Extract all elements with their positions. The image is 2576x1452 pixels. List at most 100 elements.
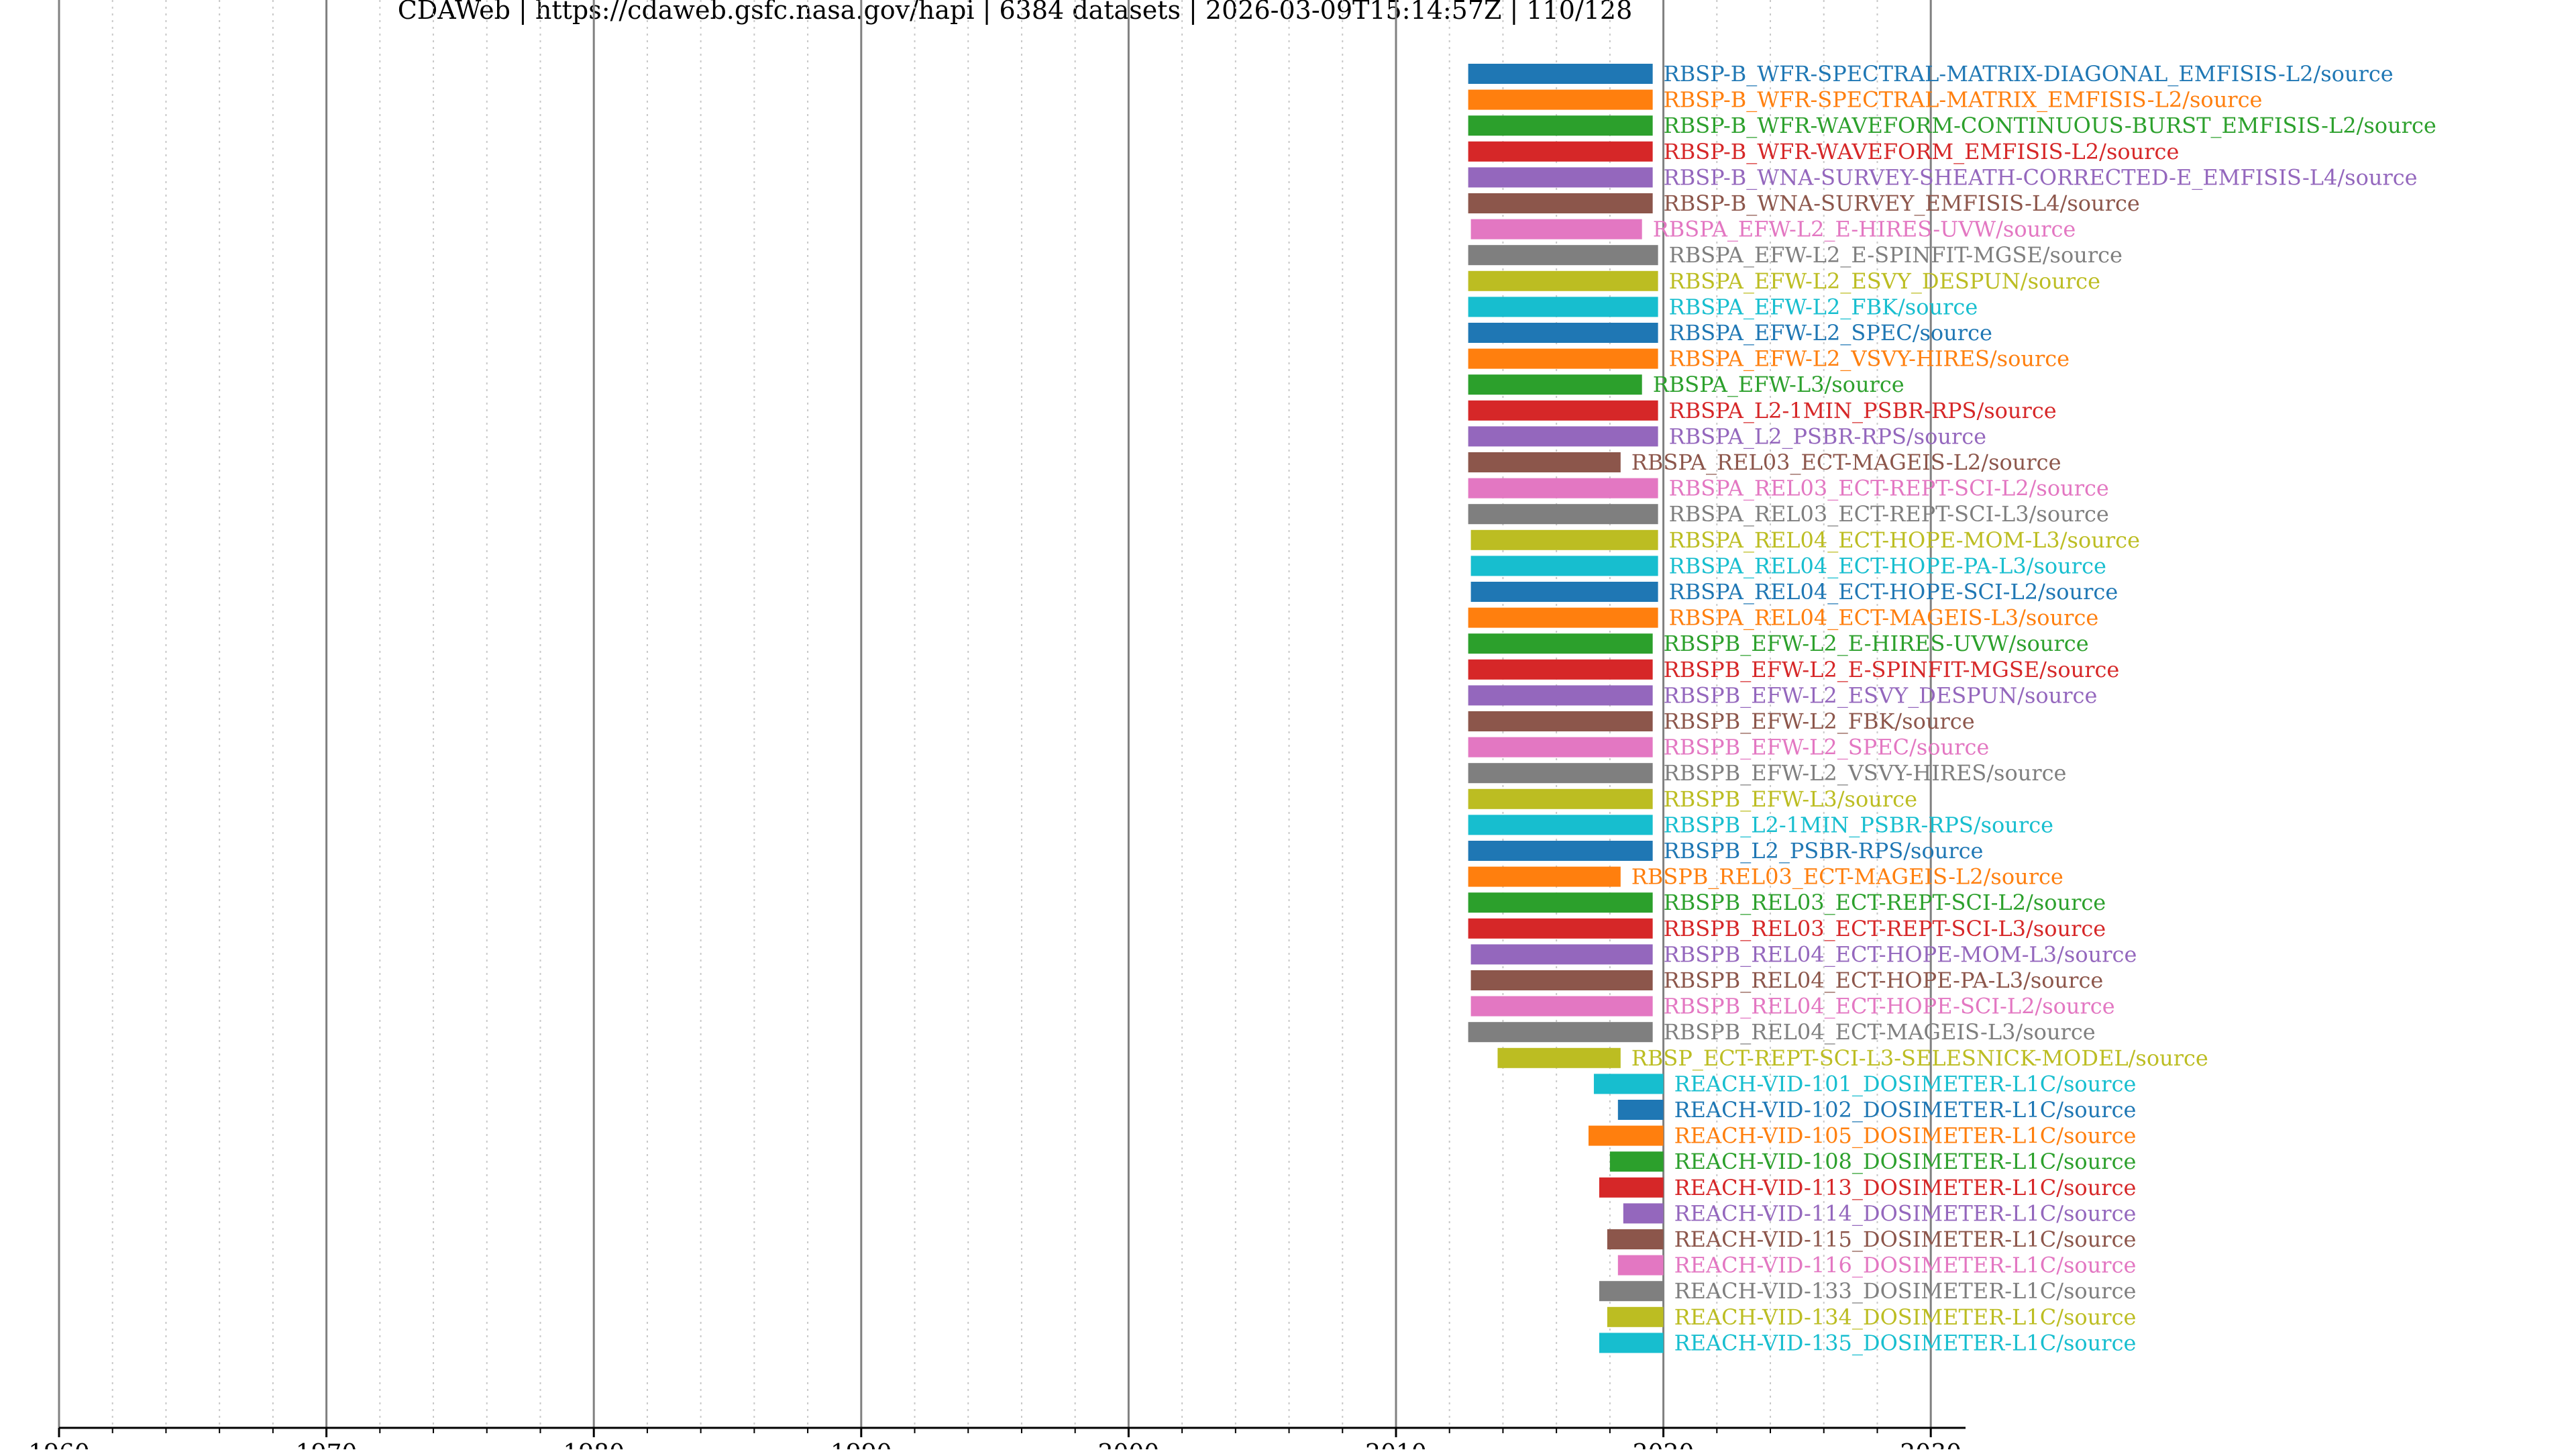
timeline-bar: [1470, 582, 1658, 602]
timeline-bar: [1468, 737, 1653, 758]
dataset-label[interactable]: REACH-VID-114_DOSIMETER-L1C/source: [1674, 1200, 2137, 1226]
timeline-bar: [1468, 633, 1653, 654]
dataset-label[interactable]: RBSPA_EFW-L2_SPEC/source: [1669, 320, 1992, 346]
timeline-bar: [1607, 1306, 1664, 1327]
timeline-bar: [1468, 193, 1653, 213]
dataset-label[interactable]: RBSP_ECT-REPT-SCI-L3-SELESNICK-MODEL/sou…: [1631, 1045, 2208, 1071]
dataset-label[interactable]: REACH-VID-116_DOSIMETER-L1C/source: [1674, 1253, 2137, 1278]
dataset-label[interactable]: RBSPB_REL03_ECT-REPT-SCI-L3/source: [1664, 916, 2106, 941]
dataset-label[interactable]: RBSPA_L2_PSBR-RPS/source: [1669, 423, 1987, 449]
timeline-bar: [1617, 1255, 1664, 1276]
x-tick-label: 1990: [830, 1440, 892, 1449]
dataset-label[interactable]: REACH-VID-133_DOSIMETER-L1C/source: [1674, 1278, 2137, 1304]
timeline-bar: [1468, 115, 1653, 136]
timeline-bar: [1470, 529, 1658, 550]
dataset-label[interactable]: RBSPB_REL04_ECT-HOPE-MOM-L3/source: [1664, 941, 2137, 967]
x-tick-label: 2020: [1633, 1440, 1695, 1449]
dataset-label[interactable]: REACH-VID-135_DOSIMETER-L1C/source: [1674, 1330, 2137, 1355]
dataset-label[interactable]: RBSPA_REL04_ECT-MAGEIS-L3/source: [1669, 605, 2099, 631]
timeline-bar: [1468, 141, 1653, 162]
timeline-bar: [1468, 64, 1653, 84]
timeline-bar: [1468, 841, 1653, 861]
x-tick-label: 2030: [1900, 1440, 1962, 1449]
timeline-bar: [1468, 504, 1658, 525]
dataset-label[interactable]: RBSPB_EFW-L2_E-SPINFIT-MGSE/source: [1664, 657, 2120, 682]
timeline-bar: [1470, 219, 1642, 240]
timeline-bar: [1599, 1333, 1664, 1353]
dataset-label[interactable]: RBSPA_L2-1MIN_PSBR-RPS/source: [1669, 398, 2057, 423]
grid-layer: [58, 0, 1932, 1428]
dataset-label[interactable]: RBSPB_REL04_ECT-MAGEIS-L3/source: [1664, 1019, 2096, 1045]
dataset-label[interactable]: RBSPA_REL03_ECT-MAGEIS-L2/source: [1631, 450, 2061, 475]
timeline-bar: [1468, 400, 1658, 421]
dataset-label[interactable]: RBSP-B_WFR-WAVEFORM_EMFISIS-L2/source: [1664, 139, 2180, 164]
dataset-label[interactable]: REACH-VID-115_DOSIMETER-L1C/source: [1674, 1227, 2137, 1252]
dataset-label[interactable]: REACH-VID-105_DOSIMETER-L1C/source: [1674, 1123, 2137, 1149]
timeline-bar: [1617, 1100, 1664, 1120]
x-axis: 1960 1970 1980 1990 2000 2010 2020 2030: [28, 1427, 1966, 1452]
timeline-bar: [1470, 996, 1653, 1017]
timeline-bar: [1468, 374, 1642, 395]
timeline-bar: [1468, 659, 1653, 680]
dataset-label[interactable]: RBSPA_REL03_ECT-REPT-SCI-L2/source: [1669, 476, 2109, 501]
timeline-bar: [1468, 892, 1653, 913]
timeline-bar: [1609, 1151, 1664, 1172]
dataset-label[interactable]: RBSPB_REL04_ECT-HOPE-SCI-L2/source: [1664, 994, 2115, 1019]
timeline-bar: [1468, 866, 1621, 887]
dataset-label[interactable]: RBSPB_EFW-L2_VSVY-HIRES/source: [1664, 760, 2067, 786]
dataset-label[interactable]: REACH-VID-113_DOSIMETER-L1C/source: [1674, 1175, 2137, 1200]
dataset-label[interactable]: RBSP-B_WNA-SURVEY_EMFISIS-L4/source: [1664, 191, 2140, 216]
dataset-label[interactable]: RBSPB_REL03_ECT-MAGEIS-L2/source: [1631, 864, 2063, 890]
timeline-bar: [1593, 1074, 1664, 1094]
dataset-label[interactable]: RBSPB_EFW-L2_FBK/source: [1664, 709, 1975, 734]
dataset-label[interactable]: RBSPB_EFW-L2_SPEC/source: [1664, 735, 1990, 760]
timeline-bar: [1623, 1203, 1664, 1224]
timeline-bar: [1468, 788, 1653, 809]
dataset-label[interactable]: RBSPB_EFW-L2_ESVY_DESPUN/source: [1664, 682, 2098, 708]
dataset-label[interactable]: REACH-VID-108_DOSIMETER-L1C/source: [1674, 1149, 2137, 1174]
timeline-bar: [1468, 89, 1653, 110]
timeline-bar: [1468, 348, 1658, 369]
timeline-bar: [1468, 815, 1653, 835]
dataset-label[interactable]: RBSPB_L2-1MIN_PSBR-RPS/source: [1664, 812, 2053, 837]
x-tick-label: 1960: [28, 1440, 90, 1449]
dataset-label[interactable]: RBSPB_EFW-L2_E-HIRES-UVW/source: [1664, 631, 2089, 656]
timeline-bar: [1599, 1177, 1664, 1198]
dataset-label[interactable]: RBSPA_EFW-L2_E-SPINFIT-MGSE/source: [1669, 242, 2123, 268]
dataset-label[interactable]: RBSPA_REL03_ECT-REPT-SCI-L3/source: [1669, 501, 2109, 527]
dataset-label[interactable]: RBSPA_EFW-L2_FBK/source: [1669, 294, 1978, 319]
dataset-label[interactable]: RBSPB_REL04_ECT-HOPE-PA-L3/source: [1664, 968, 2104, 993]
dataset-label[interactable]: REACH-VID-102_DOSIMETER-L1C/source: [1674, 1097, 2137, 1123]
timeline-bar: [1497, 1047, 1621, 1068]
timeline-bar: [1468, 711, 1653, 731]
dataset-label[interactable]: RBSPA_REL04_ECT-HOPE-PA-L3/source: [1669, 553, 2106, 578]
dataset-label[interactable]: RBSPA_EFW-L2_VSVY-HIRES/source: [1669, 346, 2070, 372]
timeline-bar: [1470, 944, 1653, 965]
timeline-bar: [1468, 918, 1653, 939]
dataset-label[interactable]: RBSPB_L2_PSBR-RPS/source: [1664, 838, 1984, 864]
dataset-label[interactable]: RBSPA_EFW-L2_E-HIRES-UVW/source: [1653, 217, 2076, 242]
timeline-bar: [1468, 763, 1653, 784]
x-tick-label: 2010: [1365, 1440, 1427, 1449]
timeline-bar: [1470, 556, 1658, 576]
timeline-bar: [1468, 478, 1658, 499]
dataset-label[interactable]: RBSP-B_WFR-SPECTRAL-MATRIX-DIAGONAL_EMFI…: [1664, 61, 2394, 87]
dataset-label[interactable]: RBSP-B_WNA-SURVEY-SHEATH-CORRECTED-E_EMF…: [1664, 164, 2418, 190]
timeline-bar: [1588, 1125, 1664, 1146]
dataset-label[interactable]: RBSPA_EFW-L2_ESVY_DESPUN/source: [1669, 268, 2100, 294]
dataset-label[interactable]: REACH-VID-101_DOSIMETER-L1C/source: [1674, 1071, 2137, 1096]
dataset-label[interactable]: RBSPA_REL04_ECT-HOPE-SCI-L2/source: [1669, 579, 2118, 605]
dataset-label[interactable]: RBSPB_REL03_ECT-REPT-SCI-L2/source: [1664, 890, 2106, 915]
timeline-bar: [1468, 297, 1658, 317]
dataset-label[interactable]: RBSPA_REL04_ECT-HOPE-MOM-L3/source: [1669, 527, 2140, 553]
timeline-bar: [1599, 1281, 1664, 1302]
dataset-label[interactable]: REACH-VID-134_DOSIMETER-L1C/source: [1674, 1304, 2137, 1330]
bars-layer: RBSP-B_WFR-SPECTRAL-MATRIX-DIAGONAL_EMFI…: [1468, 61, 2436, 1355]
dataset-label[interactable]: RBSPB_EFW-L3/source: [1664, 786, 1917, 812]
timeline-bar: [1468, 245, 1658, 266]
dataset-label[interactable]: RBSPA_EFW-L3/source: [1653, 372, 1904, 397]
dataset-label[interactable]: RBSP-B_WFR-WAVEFORM-CONTINUOUS-BURST_EMF…: [1664, 113, 2436, 138]
dataset-label[interactable]: RBSP-B_WFR-SPECTRAL-MATRIX_EMFISIS-L2/so…: [1664, 87, 2263, 113]
